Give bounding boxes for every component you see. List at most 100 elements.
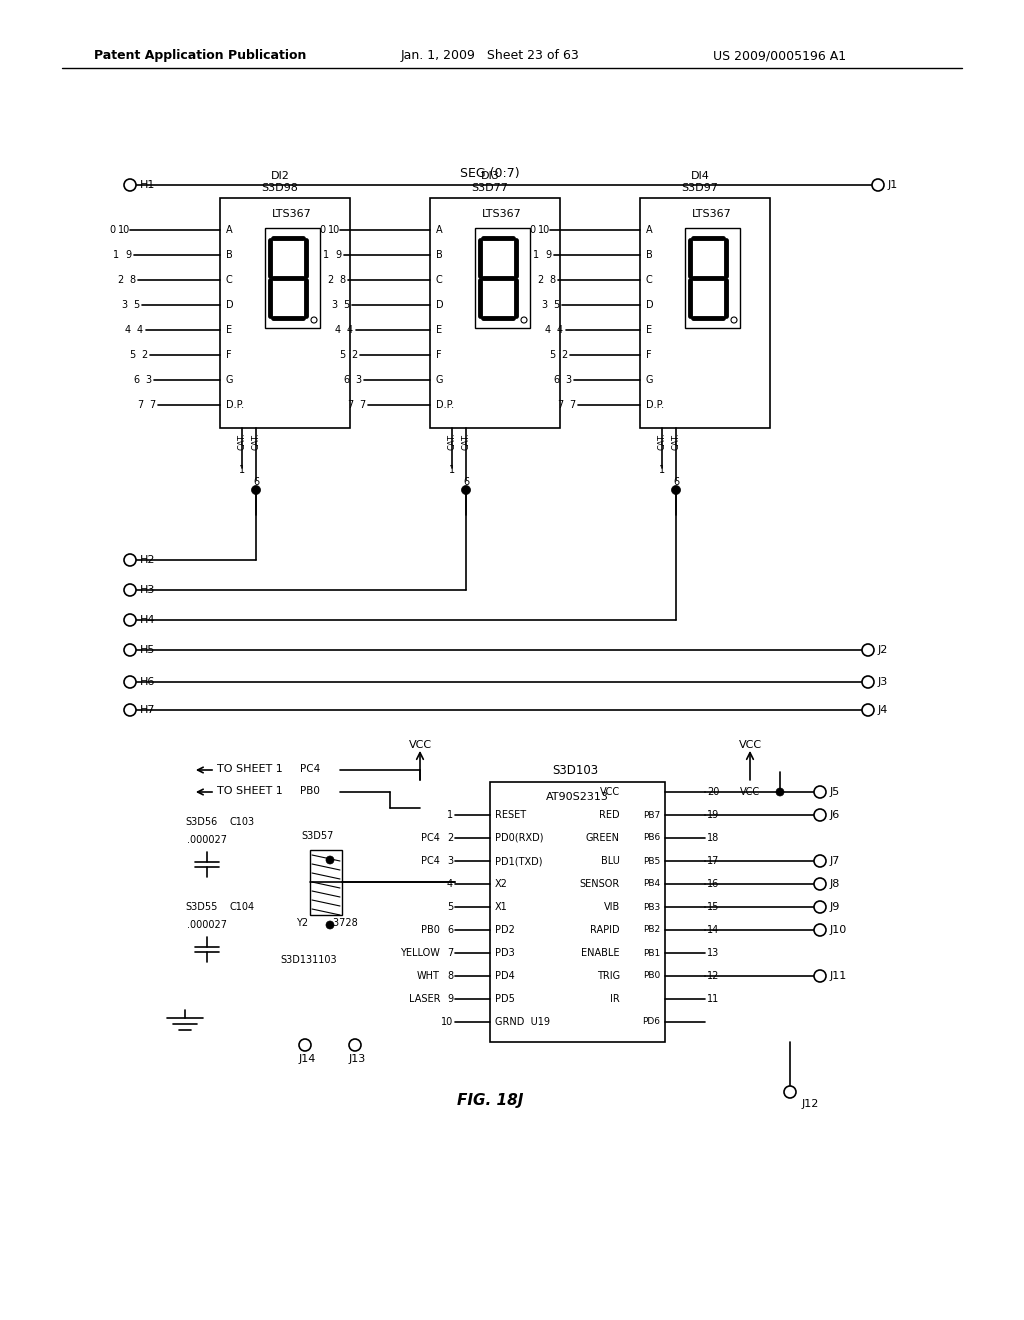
Text: 2: 2: [351, 350, 357, 360]
Text: PC4: PC4: [421, 855, 440, 866]
Circle shape: [326, 921, 334, 929]
Circle shape: [252, 486, 260, 495]
Text: C104: C104: [230, 902, 255, 912]
Text: 16: 16: [707, 879, 719, 888]
Text: 14: 14: [707, 925, 719, 935]
Text: 9: 9: [545, 249, 551, 260]
Text: PB4: PB4: [643, 879, 660, 888]
Text: 10: 10: [440, 1016, 453, 1027]
Text: .000027: .000027: [187, 920, 227, 931]
Text: 4: 4: [347, 325, 353, 335]
Text: E: E: [646, 325, 652, 335]
Text: CAT.: CAT.: [238, 433, 247, 450]
Text: 5: 5: [129, 350, 135, 360]
Text: SEG (0:7): SEG (0:7): [460, 166, 520, 180]
Text: D.P.: D.P.: [436, 400, 454, 411]
Text: 6: 6: [673, 477, 679, 487]
Text: 2: 2: [537, 275, 543, 285]
Text: .000027: .000027: [187, 836, 227, 845]
Text: B: B: [646, 249, 652, 260]
Circle shape: [124, 554, 136, 566]
Text: 1: 1: [449, 465, 455, 475]
Text: 3: 3: [331, 300, 337, 310]
Text: B: B: [226, 249, 232, 260]
Text: 6: 6: [446, 925, 453, 935]
Text: 1: 1: [532, 249, 539, 260]
Text: 4: 4: [545, 325, 551, 335]
Circle shape: [672, 486, 681, 495]
Text: S3D97: S3D97: [682, 183, 719, 193]
Text: D.P.: D.P.: [226, 400, 244, 411]
Bar: [310, 850, 342, 915]
Bar: [220, 198, 350, 428]
Text: 3: 3: [541, 300, 547, 310]
Circle shape: [311, 317, 317, 323]
Text: 1: 1: [113, 249, 119, 260]
Text: S3D77: S3D77: [472, 183, 509, 193]
Text: TO SHEET 1: TO SHEET 1: [217, 785, 283, 796]
Text: 5: 5: [133, 300, 139, 310]
Text: Y2: Y2: [296, 917, 308, 928]
Text: X2: X2: [495, 879, 508, 888]
Text: CAT.: CAT.: [462, 433, 470, 450]
Text: RAPID: RAPID: [591, 925, 620, 935]
Text: 4: 4: [446, 879, 453, 888]
Text: 5: 5: [549, 350, 555, 360]
Text: 9: 9: [446, 994, 453, 1005]
Text: 5: 5: [339, 350, 345, 360]
Text: D.P.: D.P.: [646, 400, 665, 411]
Text: 1: 1: [239, 465, 245, 475]
Circle shape: [299, 1039, 311, 1051]
Text: 3: 3: [565, 375, 571, 385]
Text: F: F: [436, 350, 441, 360]
Text: 2: 2: [117, 275, 123, 285]
Text: D: D: [226, 300, 233, 310]
Text: 1: 1: [658, 465, 665, 475]
Text: C103: C103: [230, 817, 255, 828]
Text: 13: 13: [707, 948, 719, 958]
Text: G: G: [226, 375, 233, 385]
Text: .3728: .3728: [330, 917, 357, 928]
Text: DI3: DI3: [480, 172, 500, 181]
Bar: [490, 781, 665, 1041]
Text: PD1(TXD): PD1(TXD): [495, 855, 543, 866]
Text: 2: 2: [446, 833, 453, 843]
Text: PD0(RXD): PD0(RXD): [495, 833, 544, 843]
Text: S3D56: S3D56: [185, 817, 217, 828]
Text: J5: J5: [830, 787, 841, 797]
Text: 3: 3: [446, 855, 453, 866]
Circle shape: [862, 644, 874, 656]
Text: VIB: VIB: [604, 902, 620, 912]
Text: 7: 7: [347, 400, 353, 411]
Text: PB0: PB0: [421, 925, 440, 935]
Text: S3D55: S3D55: [185, 902, 217, 912]
Text: A: A: [646, 224, 652, 235]
Text: CAT.: CAT.: [657, 433, 667, 450]
Text: PB7: PB7: [643, 810, 660, 820]
Text: S3D98: S3D98: [261, 183, 298, 193]
Text: 12: 12: [707, 972, 720, 981]
Text: AT90S2313: AT90S2313: [546, 792, 608, 803]
Text: LTS367: LTS367: [691, 209, 731, 219]
Circle shape: [124, 676, 136, 688]
Text: 5: 5: [343, 300, 349, 310]
Text: J14: J14: [298, 1053, 315, 1064]
Text: RESET: RESET: [495, 810, 526, 820]
Text: PC4: PC4: [300, 764, 321, 774]
Text: PD3: PD3: [495, 948, 515, 958]
Text: F: F: [646, 350, 651, 360]
Text: S3D131103: S3D131103: [280, 954, 337, 965]
Text: 4: 4: [137, 325, 143, 335]
Text: H4: H4: [140, 615, 156, 624]
Circle shape: [814, 878, 826, 890]
Text: PB2: PB2: [643, 925, 660, 935]
Text: 7: 7: [358, 400, 366, 411]
Text: TRIG: TRIG: [597, 972, 620, 981]
Text: B: B: [436, 249, 442, 260]
Text: ENABLE: ENABLE: [582, 948, 620, 958]
Text: 6: 6: [253, 477, 259, 487]
Circle shape: [776, 788, 784, 796]
Text: H7: H7: [140, 705, 156, 715]
Circle shape: [124, 180, 136, 191]
Text: PB1: PB1: [643, 949, 660, 957]
